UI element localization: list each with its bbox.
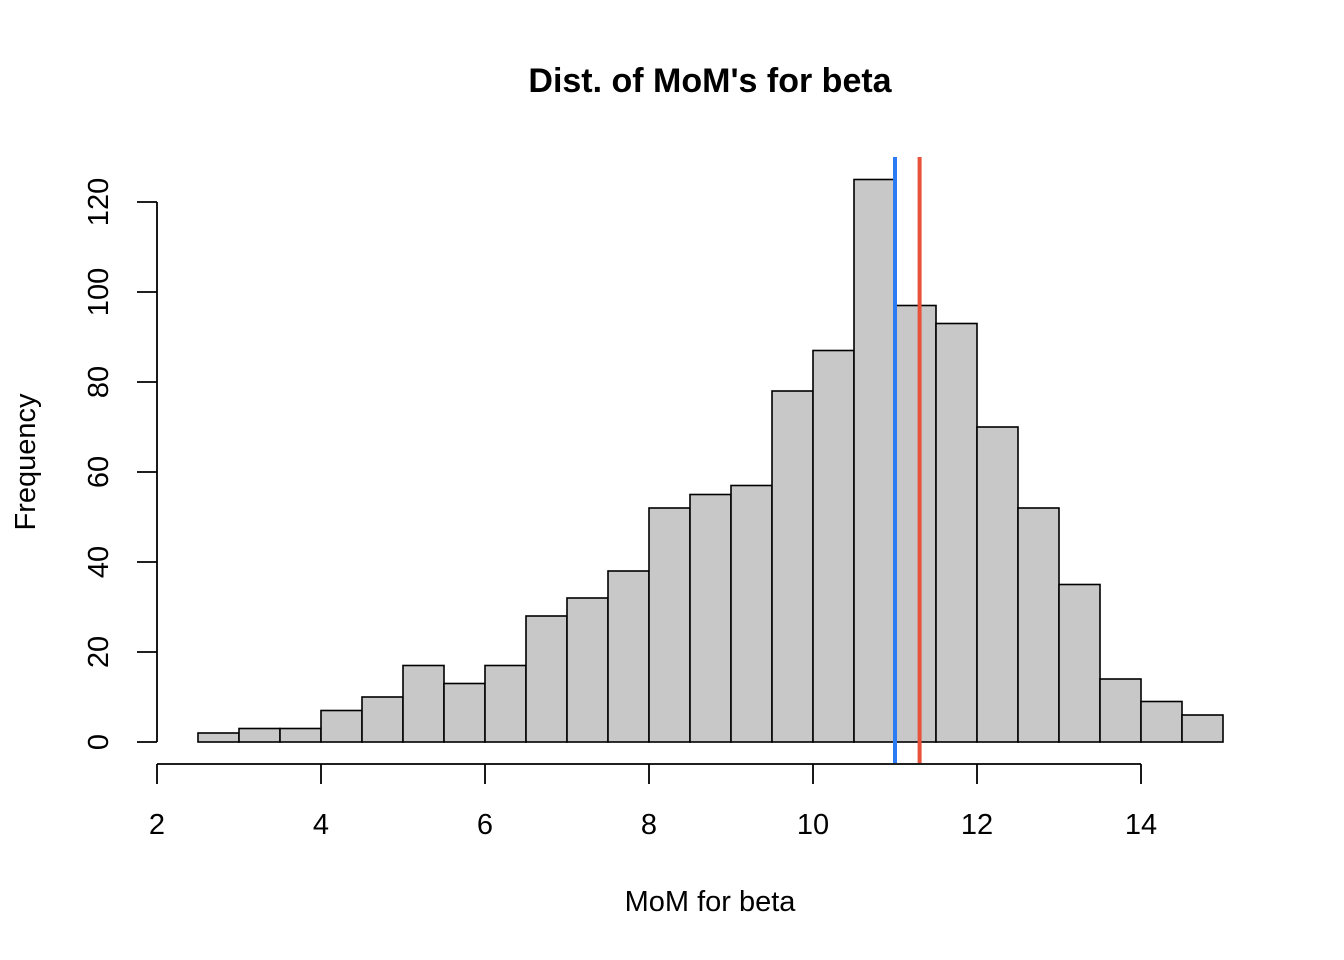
histogram-bar bbox=[443, 682, 486, 743]
histogram-bar bbox=[1140, 700, 1183, 743]
x-tick-label: 4 bbox=[313, 809, 329, 841]
histogram-bar bbox=[812, 349, 855, 743]
y-axis: 0 20 40 60 80 100 120 bbox=[83, 178, 158, 750]
y-tick-label: 100 bbox=[83, 268, 115, 316]
y-tick-label: 0 bbox=[83, 734, 115, 750]
histogram-bar bbox=[197, 732, 240, 743]
histogram-bar bbox=[689, 493, 732, 743]
y-tick-label: 20 bbox=[83, 636, 115, 668]
histogram-bar bbox=[976, 426, 1019, 743]
histogram-bar bbox=[771, 390, 814, 743]
x-tick-label: 10 bbox=[797, 809, 829, 841]
histogram-bar bbox=[525, 615, 568, 743]
y-tick-label: 40 bbox=[83, 546, 115, 578]
histogram-bar bbox=[320, 709, 363, 743]
x-tick-label: 2 bbox=[149, 809, 165, 841]
x-tick-label: 14 bbox=[1125, 809, 1157, 841]
histogram-bar bbox=[1017, 507, 1060, 743]
x-tick-label: 12 bbox=[961, 809, 993, 841]
histogram-bar bbox=[279, 727, 322, 743]
y-tick-label: 60 bbox=[83, 456, 115, 488]
histogram-bar bbox=[935, 322, 978, 743]
histogram-bar bbox=[1058, 583, 1101, 743]
histogram-bar bbox=[238, 727, 281, 743]
histogram-bar bbox=[484, 664, 527, 743]
y-tick-label: 80 bbox=[83, 366, 115, 398]
histogram-bar bbox=[894, 304, 937, 743]
histogram-bars bbox=[197, 178, 1224, 743]
histogram-bar bbox=[648, 507, 691, 743]
reference-lines bbox=[893, 157, 922, 763]
y-tick-label: 120 bbox=[83, 178, 115, 226]
histogram-bar bbox=[566, 597, 609, 743]
histogram-bar bbox=[1181, 714, 1224, 743]
x-tick-label: 8 bbox=[641, 809, 657, 841]
histogram-bar bbox=[1099, 678, 1142, 743]
histogram-bar bbox=[607, 570, 650, 743]
x-axis-label: MoM for beta bbox=[625, 886, 797, 918]
chart-title: Dist. of MoM's for beta bbox=[528, 62, 892, 100]
histogram-bar bbox=[853, 178, 896, 743]
x-axis: 2 4 6 8 10 12 14 bbox=[149, 763, 1157, 841]
histogram-bar bbox=[361, 696, 404, 743]
y-axis-label: Frequency bbox=[10, 393, 42, 531]
x-tick-label: 6 bbox=[477, 809, 493, 841]
histogram-bar bbox=[402, 664, 445, 743]
histogram-bar bbox=[730, 484, 773, 743]
